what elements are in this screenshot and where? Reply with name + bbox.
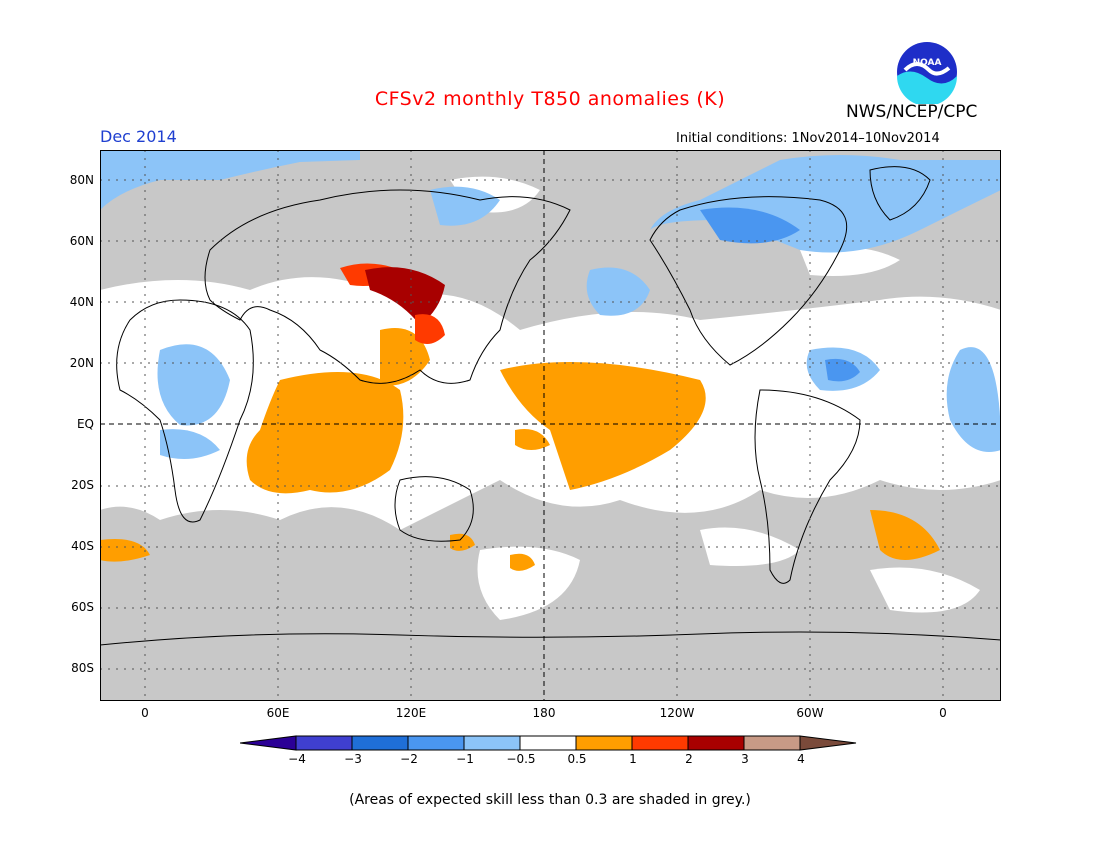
- colorbar-arrow-low: [240, 735, 297, 751]
- lon-label: 0: [141, 706, 149, 720]
- valid-month-label: Dec 2014: [100, 127, 177, 146]
- lat-label: 40N: [69, 295, 94, 309]
- continent-outline-eurasia: [204, 189, 571, 384]
- colorbar-label: −1: [456, 752, 474, 766]
- warm-anomaly-region: [510, 553, 535, 571]
- colorbar-label: −2: [400, 752, 418, 766]
- lon-label: 60E: [266, 706, 290, 720]
- continent-outline-south-america: [754, 389, 861, 584]
- continent-outline-greenland: [869, 166, 931, 221]
- skill-white-region: [870, 567, 980, 613]
- skill-footnote: (Areas of expected skill less than 0.3 a…: [349, 792, 751, 808]
- colorbar-segment: [743, 735, 801, 751]
- colorbar-label: −0.5: [506, 752, 536, 766]
- warm-anomaly-region: [100, 539, 150, 562]
- cool-anomaly-region: [700, 207, 800, 244]
- initial-conditions-label: Initial conditions: 1Nov2014–10Nov2014: [676, 131, 940, 146]
- cool-anomaly-region: [586, 267, 650, 316]
- agency-label: NWS/NCEP/CPC: [846, 102, 978, 122]
- warm-anomaly-region: [870, 510, 940, 560]
- continent-outline-africa: [116, 299, 254, 523]
- colorbar-segment: [351, 735, 409, 751]
- lat-label: 20S: [71, 478, 94, 492]
- colorbar-label: 1: [629, 752, 637, 766]
- colorbar-label: 3: [741, 752, 749, 766]
- colorbar-label: 4: [797, 752, 805, 766]
- lat-label: 60N: [69, 234, 94, 248]
- svg-text:NOAA: NOAA: [913, 58, 942, 68]
- cool-anomaly-region: [825, 358, 860, 382]
- colorbar-segment: [631, 735, 689, 751]
- cool-anomaly-region: [430, 186, 500, 226]
- warm-anomaly-region: [415, 314, 445, 344]
- continent-outline-north-america: [649, 196, 848, 366]
- warm-anomaly-region: [246, 372, 404, 494]
- colorbar-arrow-high: [799, 735, 857, 751]
- colorbar-segment: [519, 735, 577, 751]
- colorbar-segment: [407, 735, 465, 751]
- lat-label: 80N: [69, 173, 94, 187]
- skill-white-region: [800, 246, 900, 276]
- colorbar-segment: [687, 735, 745, 751]
- lat-label: 80S: [71, 661, 94, 675]
- warm-anomaly-region: [515, 429, 550, 450]
- cool-anomaly-region: [650, 155, 1001, 253]
- colorbar-segment: [463, 735, 521, 751]
- cool-anomaly-region: [160, 429, 220, 459]
- lon-label: 180: [532, 706, 556, 720]
- lon-label: 120W: [659, 706, 695, 720]
- colorbar: [240, 735, 857, 751]
- chart-title: CFSv2 monthly T850 anomalies (K): [374, 88, 726, 110]
- cool-anomaly-region: [100, 150, 360, 210]
- colorbar-label: −3: [344, 752, 362, 766]
- cool-anomaly-region: [157, 344, 230, 426]
- skill-white-region: [477, 546, 580, 620]
- colorbar-segment: [295, 735, 353, 751]
- colorbar-label: 2: [685, 752, 693, 766]
- lat-label: 60S: [71, 600, 94, 614]
- continent-outline-australia: [394, 476, 474, 542]
- lon-label: 0: [939, 706, 947, 720]
- cool-anomaly-region: [946, 347, 1001, 452]
- warm-anomaly-region: [500, 362, 706, 490]
- lon-label: 120E: [395, 706, 427, 720]
- colorbar-segment: [575, 735, 633, 751]
- colorbar-label: −4: [288, 752, 306, 766]
- continent-outline-antarctica: [100, 631, 1001, 646]
- lat-label: 20N: [69, 356, 94, 370]
- anomaly-map: [100, 150, 1001, 701]
- noaa-logo-icon: NOAA: [897, 42, 957, 104]
- warm-anomaly-region: [365, 267, 445, 325]
- lat-label: EQ: [76, 417, 94, 431]
- lat-label: 40S: [71, 539, 94, 553]
- lon-label: 60W: [796, 706, 824, 720]
- colorbar-label: 0.5: [567, 752, 587, 766]
